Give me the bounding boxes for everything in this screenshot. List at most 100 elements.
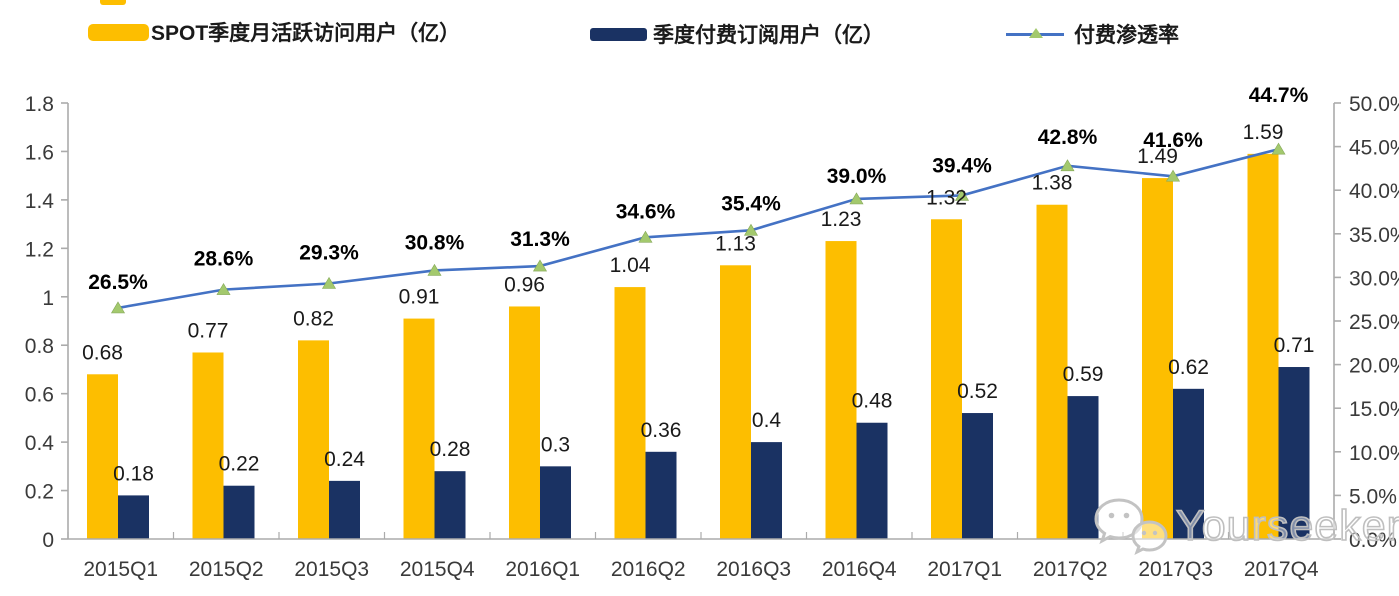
bar-subs xyxy=(962,413,993,539)
triangle-marker-icon xyxy=(532,259,548,272)
right-axis-tick-label: 5.0% xyxy=(1349,485,1397,508)
bar-value-label-subs: 0.52 xyxy=(957,380,998,403)
penetration-label: 34.6% xyxy=(616,200,676,223)
bar-value-label-mau: 1.59 xyxy=(1243,121,1284,144)
right-axis-tick-label: 35.0% xyxy=(1349,224,1399,247)
penetration-label: 28.6% xyxy=(194,248,254,271)
x-axis-label: 2015Q2 xyxy=(189,558,264,581)
right-axis-tick-label: 30.0% xyxy=(1349,267,1399,290)
bar-value-label-subs: 0.18 xyxy=(113,462,154,485)
right-axis-tick-label: 40.0% xyxy=(1349,180,1399,203)
bar-subs xyxy=(118,495,149,539)
legend-label-penetration: 付费渗透率 xyxy=(1074,24,1179,47)
legend-item-subs: 季度付费订阅用户（亿） xyxy=(590,19,884,49)
bar-mau xyxy=(720,265,751,539)
y-axis-tick-label: 0.2 xyxy=(25,481,54,504)
bar-mau xyxy=(192,352,224,539)
y-axis-tick-label: 1.6 xyxy=(25,141,54,164)
y-axis-tick-label: 1.2 xyxy=(25,238,54,261)
penetration-label: 29.3% xyxy=(299,242,359,265)
triangle-marker-icon xyxy=(849,192,864,205)
x-axis-label: 2015Q4 xyxy=(400,558,475,581)
right-axis-tick-label: 0.0% xyxy=(1349,529,1397,552)
penetration-label: 39.4% xyxy=(932,154,992,177)
triangle-marker-icon xyxy=(1271,142,1286,155)
right-axis-tick-label: 45.0% xyxy=(1349,137,1399,160)
x-axis-label: 2017Q4 xyxy=(1244,558,1319,581)
bar-subs xyxy=(434,471,466,539)
bar-subs xyxy=(329,480,360,539)
bar-value-label-mau: 1.13 xyxy=(715,232,756,255)
x-axis-label: 2015Q3 xyxy=(294,558,369,581)
right-axis-tick-label: 20.0% xyxy=(1349,355,1399,378)
bar-mau xyxy=(298,340,329,539)
y-axis-tick-label: 1.8 xyxy=(25,93,54,116)
bar-subs xyxy=(1067,396,1099,539)
y-axis-tick-label: 0.8 xyxy=(25,335,54,358)
bar-value-label-mau: 0.82 xyxy=(293,307,334,330)
triangle-marker-icon xyxy=(954,188,970,201)
penetration-label: 26.5% xyxy=(88,271,148,294)
triangle-marker-icon xyxy=(743,223,759,236)
x-axis-label: 2016Q1 xyxy=(505,558,580,581)
bar-mau xyxy=(1036,204,1068,539)
x-axis-label: 2016Q4 xyxy=(822,558,897,581)
line-legend-swatch xyxy=(1006,27,1064,41)
y-axis-tick-label: 1.4 xyxy=(25,190,55,213)
bar-subs xyxy=(1278,367,1310,539)
legend-item-mau: SPOT季度月活跃访问用户（亿） xyxy=(88,17,460,47)
bar-value-label-mau: 0.68 xyxy=(82,341,123,364)
triangle-marker-icon xyxy=(1029,28,1043,38)
y-axis-tick-label: 1 xyxy=(42,287,54,310)
subs-legend-swatch xyxy=(590,27,647,41)
wechat-icon xyxy=(1094,498,1168,555)
bar-value-label-mau: 1.04 xyxy=(610,254,651,277)
bar-value-label-mau: 1.38 xyxy=(1032,172,1073,195)
cropped-legend-artifact xyxy=(100,0,126,5)
triangle-marker-icon xyxy=(427,263,442,276)
penetration-label: 31.3% xyxy=(510,228,570,251)
triangle-marker-icon xyxy=(638,230,653,243)
bar-subs xyxy=(223,485,255,539)
penetration-label: 42.8% xyxy=(1038,126,1098,149)
triangle-marker-icon xyxy=(1165,169,1181,182)
triangle-marker-icon xyxy=(1060,159,1075,172)
legend-label-subs: 季度付费订阅用户（亿） xyxy=(653,24,884,47)
right-axis-tick-label: 10.0% xyxy=(1349,442,1399,465)
penetration-label: 41.6% xyxy=(1143,129,1203,152)
watermark: Yourseeker xyxy=(1092,496,1399,556)
bar-value-label-subs: 0.22 xyxy=(219,453,260,476)
y-axis-tick-label: 0.6 xyxy=(25,384,54,407)
y-axis-tick-label: 0 xyxy=(42,529,54,552)
bar-mau xyxy=(87,374,118,539)
penetration-label: 35.4% xyxy=(721,192,781,215)
bar-mau xyxy=(1142,178,1173,540)
bar-value-label-mau: 1.49 xyxy=(1137,145,1178,168)
bar-subs xyxy=(856,422,888,539)
bar-value-label-subs: 0.71 xyxy=(1274,334,1315,357)
right-axis-tick-label: 50.0% xyxy=(1349,93,1399,116)
legend-label-mau: SPOT季度月活跃访问用户（亿） xyxy=(151,22,461,45)
bar-mau xyxy=(614,287,646,539)
bar-mau xyxy=(825,241,857,540)
x-axis-label: 2017Q3 xyxy=(1138,558,1213,581)
penetration-label: 39.0% xyxy=(827,165,887,188)
bar-mau xyxy=(509,306,540,539)
y-axis-tick-label: 0.4 xyxy=(25,432,55,455)
bar-mau xyxy=(403,318,435,539)
bar-value-label-subs: 0.36 xyxy=(641,419,682,442)
bar-value-label-mau: 1.23 xyxy=(821,208,862,231)
right-axis-tick-label: 25.0% xyxy=(1349,311,1399,334)
bar-value-label-subs: 0.62 xyxy=(1168,356,1209,379)
bar-value-label-mau: 0.91 xyxy=(399,286,440,309)
triangle-marker-icon xyxy=(216,283,231,295)
penetration-line xyxy=(117,147,1279,310)
bar-subs xyxy=(540,466,571,539)
bar-value-label-subs: 0.3 xyxy=(541,433,570,456)
right-axis-tick-label: 15.0% xyxy=(1349,398,1399,421)
x-axis-label: 2016Q2 xyxy=(611,558,686,581)
bar-value-label-mau: 1.32 xyxy=(926,186,967,209)
bar-value-label-subs: 0.59 xyxy=(1063,363,1104,386)
x-axis-label: 2017Q2 xyxy=(1033,558,1108,581)
